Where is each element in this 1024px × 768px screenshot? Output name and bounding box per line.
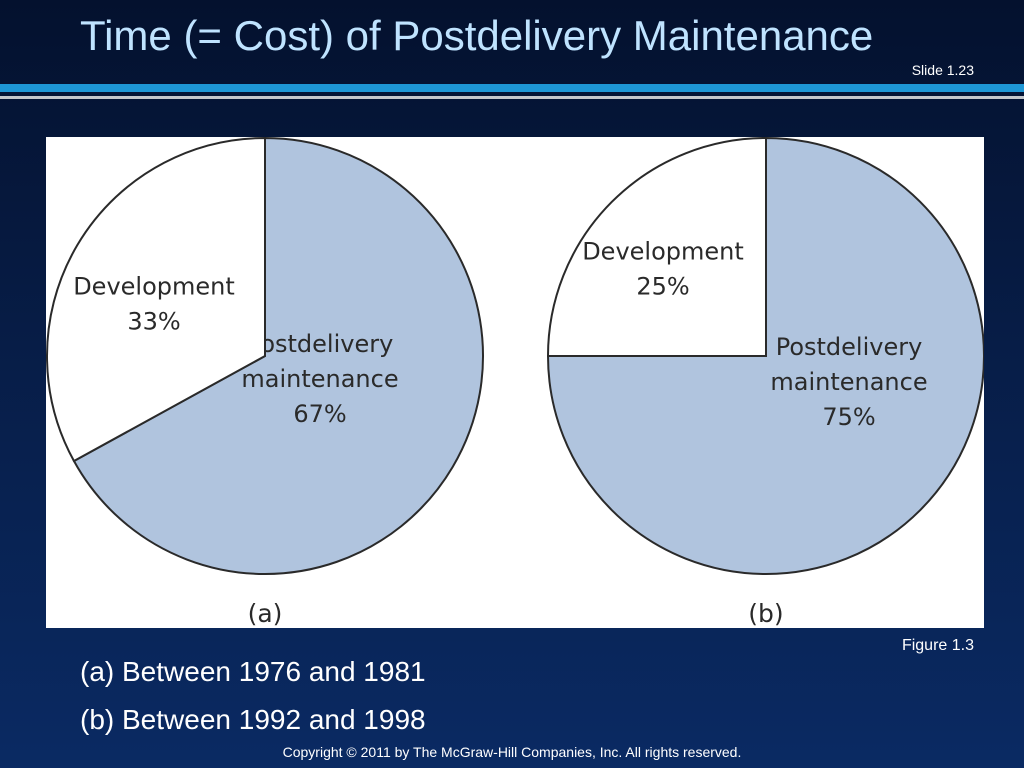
copyright-notice: Copyright © 2011 by The McGraw-Hill Comp… xyxy=(282,744,742,760)
title-rule-grey xyxy=(0,96,1024,99)
pie-a-slice-postdelivery-maintenance xyxy=(72,137,484,575)
caption-a: (a) Between 1976 and 1981 xyxy=(80,656,426,687)
pie-a-label-postdelivery-maintenance: Postdelivery maintenance 67% xyxy=(241,330,398,428)
pie-b-panel-label: (b) xyxy=(748,599,783,628)
pie-b-label-postdelivery-maintenance: Postdelivery maintenance 75% xyxy=(770,333,927,431)
caption-b: (b) Between 1992 and 1998 xyxy=(80,704,426,735)
pie-a-panel-label: (a) xyxy=(248,599,283,628)
pie-charts: Postdelivery maintenance 67%Development 33%… xyxy=(46,137,984,628)
slide-number: Slide 1.23 xyxy=(911,62,974,78)
slide-title: Time (= Cost) of Postdelivery Maintenanc… xyxy=(80,12,874,59)
figure-reference: Figure 1.3 xyxy=(901,637,974,654)
title-rule-blue xyxy=(0,84,1024,92)
figure-panel: Postdelivery maintenance 67% Development 33%… xyxy=(46,137,984,628)
pie-b-label-development: Development 25% xyxy=(582,238,744,301)
pie-b-slice-development xyxy=(546,137,767,357)
pie-a-label-development: Development 33% xyxy=(73,273,235,336)
pie-a-slice-development xyxy=(46,137,266,463)
